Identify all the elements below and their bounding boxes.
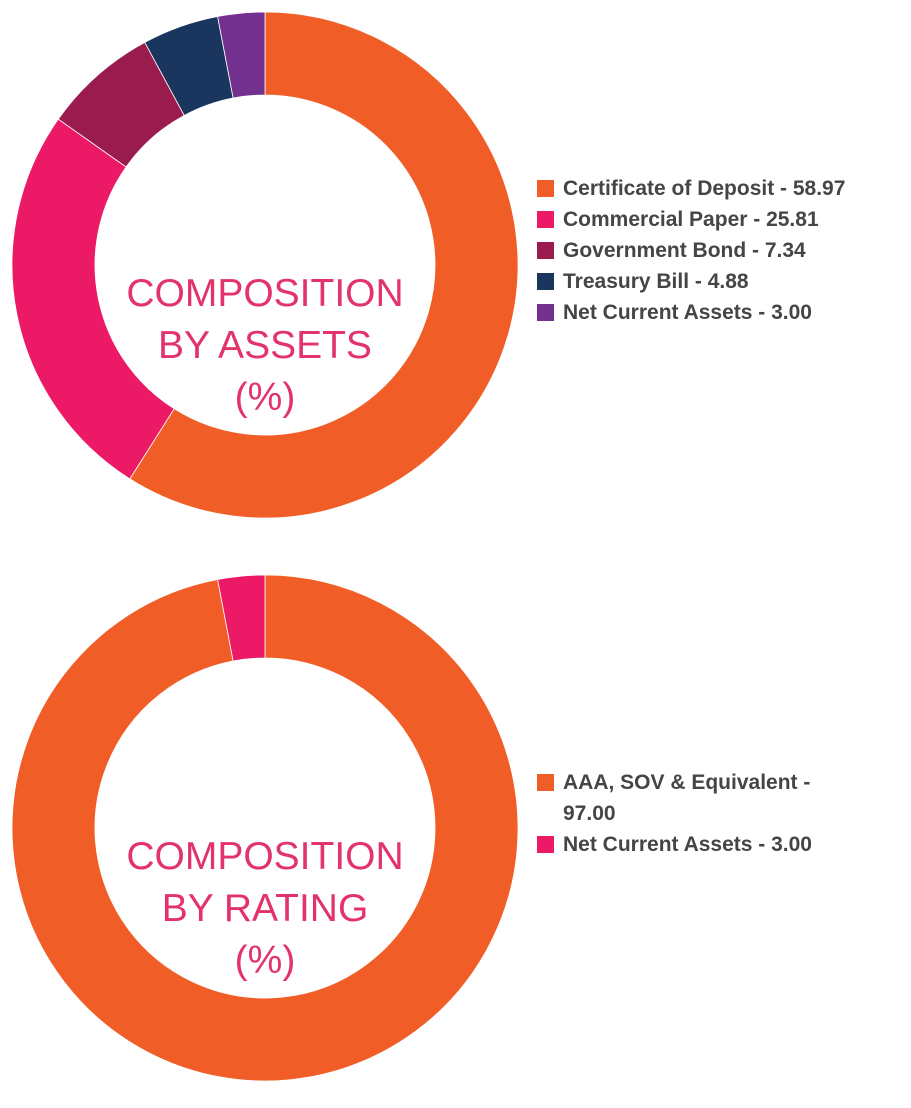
legend-label: Treasury Bill - 4.88 xyxy=(563,270,749,293)
legend-swatch xyxy=(537,242,554,259)
donut-center-title: COMPOSITION BY RATING (%) xyxy=(95,831,435,987)
legend-swatch xyxy=(537,774,554,791)
legend-item: Treasury Bill - 4.88 xyxy=(537,266,907,297)
legend-item: Net Current Assets - 3.00 xyxy=(537,829,857,860)
legend-item: Net Current Assets - 3.00 xyxy=(537,297,907,328)
donut-center-title: COMPOSITION BY ASSETS (%) xyxy=(95,268,435,424)
donut-slice-commercial-paper xyxy=(11,118,175,480)
legend-label: Net Current Assets - 3.00 xyxy=(563,301,812,324)
center-title-line: (%) xyxy=(234,376,296,419)
composition-by-assets-chart: COMPOSITION BY ASSETS (%) Certificate of… xyxy=(0,0,911,545)
donut-assets xyxy=(11,11,519,519)
legend: Certificate of Deposit - 58.97 Commercia… xyxy=(537,173,907,328)
legend-swatch xyxy=(537,836,554,853)
center-title-line: BY ASSETS xyxy=(158,324,372,367)
legend-label: Commercial Paper - 25.81 xyxy=(563,208,819,231)
legend-label: Net Current Assets - 3.00 xyxy=(563,833,812,856)
donut-slice-certificate-of-deposit xyxy=(129,11,519,519)
legend-item: Certificate of Deposit - 58.97 xyxy=(537,173,907,204)
center-title-line: (%) xyxy=(234,939,296,982)
legend-item: Government Bond - 7.34 xyxy=(537,235,907,266)
legend-swatch xyxy=(537,211,554,228)
center-title-line: COMPOSITION xyxy=(126,835,404,878)
legend-label: Government Bond - 7.34 xyxy=(563,239,806,262)
legend-swatch xyxy=(537,304,554,321)
legend: AAA, SOV & Equivalent - 97.00 Net Curren… xyxy=(537,767,857,860)
legend-label: AAA, SOV & Equivalent - 97.00 xyxy=(563,771,811,825)
center-title-line: BY RATING xyxy=(161,887,369,930)
donut-slice-aaa-sov-equivalent xyxy=(11,574,519,1082)
donut-slice-net-current-assets xyxy=(217,574,266,662)
composition-by-rating-chart: COMPOSITION BY RATING (%) AAA, SOV & Equ… xyxy=(0,563,911,1108)
legend-swatch xyxy=(537,180,554,197)
center-title-line: COMPOSITION xyxy=(126,272,404,315)
donut-slice-net-current-assets xyxy=(217,11,266,99)
legend-item: AAA, SOV & Equivalent - 97.00 xyxy=(537,767,857,829)
legend-item: Commercial Paper - 25.81 xyxy=(537,204,907,235)
legend-label: Certificate of Deposit - 58.97 xyxy=(563,177,846,200)
legend-swatch xyxy=(537,273,554,290)
donut-rating xyxy=(11,574,519,1082)
